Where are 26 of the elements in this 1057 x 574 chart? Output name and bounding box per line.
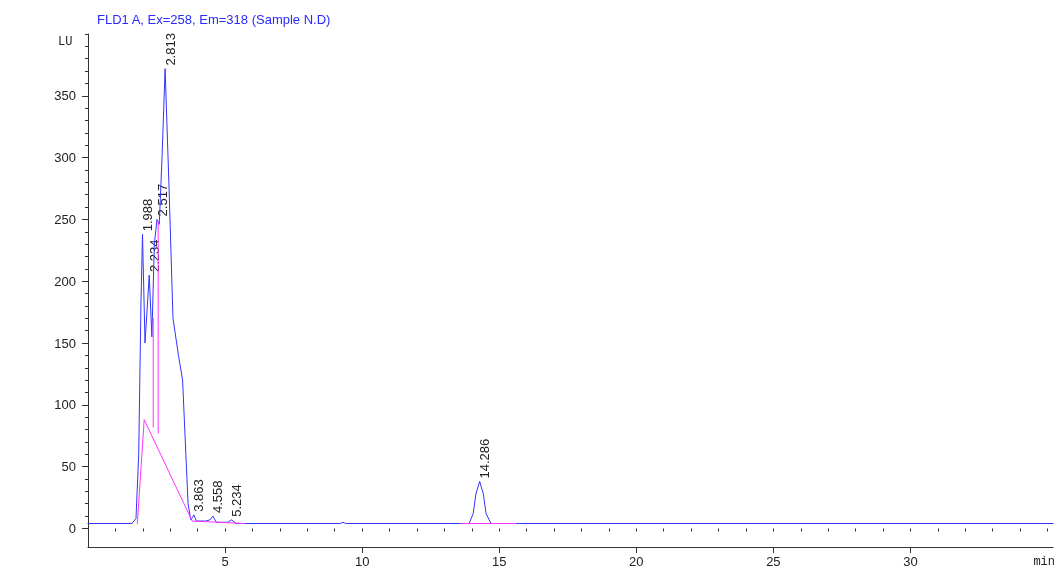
y-tick-label: 50 [61,459,76,475]
x-tick-label: 10 [354,554,370,569]
annotation: 14.286 [477,438,493,479]
x-tick-label: 25 [766,554,781,569]
y-tick-label: 200 [54,273,76,289]
x-tick-label: 30 [903,554,918,569]
y-axis-title: LU [58,35,73,49]
x-axis-title: min [1033,555,1056,569]
y-tick-label: 100 [54,397,76,413]
y-tick-label: 350 [54,88,76,104]
annotation: 2.517 [154,183,170,217]
annotation: 5.234 [228,484,244,517]
y-tick-label: 300 [54,150,76,166]
chart-title: FLD1 A, Ex=258, Em=318 (Sample N.D) [97,12,331,27]
annotation: 1.988 [140,198,155,232]
x-tick-label: 20 [629,554,644,569]
y-tick-label: 0 [68,520,76,536]
y-tick-label: 250 [54,211,76,227]
annotation: 3.863 [191,479,207,512]
y-tick-label: 150 [54,335,76,351]
annotation: 2.234 [146,239,162,273]
x-tick-label: 5 [221,554,229,569]
annotation: 4.558 [210,480,226,514]
x-tick-label: 15 [491,554,507,569]
line-series [87,68,1054,525]
annotation: 2.813 [162,33,178,66]
